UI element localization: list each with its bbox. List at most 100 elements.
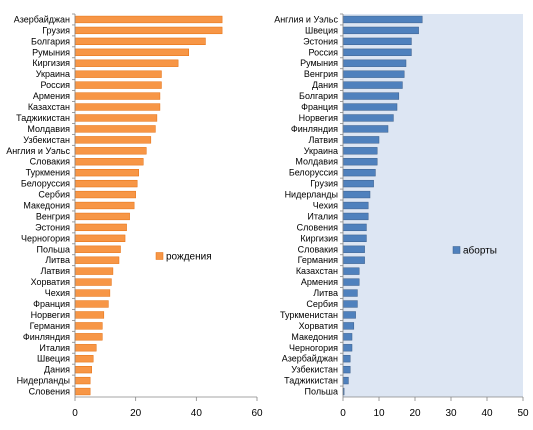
abortions-category-label: Азербайджан	[282, 354, 338, 364]
abortions-category-label: Киргизия	[300, 233, 338, 243]
abortions-x-tick-label: 0	[340, 408, 346, 419]
abortions-category-label: Латвия	[308, 135, 338, 145]
births-bar	[74, 267, 114, 275]
abortions-bar	[342, 256, 365, 264]
births-category-label: Армения	[33, 91, 70, 101]
abortions-category-label: Таджикистан	[284, 376, 338, 386]
abortions-category-label: Дания	[312, 80, 338, 90]
births-bar	[74, 212, 130, 221]
births-category-label: Македония	[23, 201, 70, 211]
births-bar	[74, 344, 97, 352]
abortions-category-label: Венгрия	[304, 69, 338, 79]
abortions-category-label: Румыния	[300, 58, 338, 68]
births-category-label: Финляндия	[23, 332, 70, 342]
abortions-bar	[342, 114, 394, 122]
abortions-bar	[342, 48, 412, 56]
abortions-bar	[342, 81, 403, 89]
births-bar	[74, 70, 162, 78]
births-x-tick-label: 60	[251, 408, 263, 419]
abortions-legend-swatch	[452, 246, 461, 254]
abortions-bar	[342, 223, 367, 232]
births-category-label: Латвия	[40, 266, 70, 276]
births-category-label: Черногория	[21, 233, 70, 243]
abortions-category-label: Швеция	[305, 25, 338, 35]
births-category-label: Дания	[44, 365, 70, 375]
abortions-bar	[342, 212, 369, 221]
abortions-category-label: Россия	[308, 47, 338, 57]
abortions-category-label: Словакия	[298, 244, 339, 254]
births-category-label: Польша	[37, 244, 70, 254]
abortions-category-label: Белоруссия	[289, 168, 338, 178]
abortions-bar	[342, 26, 419, 35]
births-bar	[74, 190, 136, 199]
abortions-bar	[342, 37, 412, 45]
abortions-category-label: Туркменистан	[280, 310, 338, 320]
abortions-category-label: Норвегия	[299, 113, 339, 123]
births-bar	[74, 201, 135, 210]
abortions-category-label: Чехия	[313, 201, 338, 211]
abortions-category-label: Болгария	[299, 91, 338, 101]
births-category-label: Узбекистан	[23, 135, 70, 145]
births-category-label: Россия	[40, 80, 70, 90]
births-category-label: Словения	[29, 387, 71, 397]
births-category-label: Киргизия	[32, 58, 70, 68]
births-category-label: Франция	[33, 299, 70, 309]
abortions-bar	[342, 234, 367, 242]
births-category-label: Швеция	[37, 354, 70, 364]
abortions-category-label: Хорватия	[299, 321, 339, 331]
births-bar	[74, 37, 206, 45]
births-bar	[74, 322, 103, 330]
births-bar	[74, 278, 112, 286]
abortions-bar	[342, 245, 365, 253]
chart-births: АзербайджанГрузияБолгарияРумынияКиргизия…	[6, 13, 263, 419]
births-category-label: Сербия	[38, 190, 70, 200]
births-bar	[74, 147, 147, 155]
births-x-tick-label: 20	[130, 408, 142, 419]
births-legend-label: рождения	[166, 252, 212, 263]
abortions-category-label: Словения	[297, 222, 339, 232]
abortions-bar	[342, 92, 400, 100]
abortions-x-tick-label: 40	[481, 408, 493, 419]
births-bar	[74, 223, 127, 232]
births-bar	[74, 311, 105, 319]
abortions-bar	[342, 355, 351, 363]
births-category-label: Словакия	[30, 157, 71, 167]
births-bar	[74, 256, 120, 264]
abortions-category-label: Польша	[305, 387, 338, 397]
abortions-bar	[342, 267, 360, 275]
abortions-category-label: Италия	[307, 211, 338, 221]
abortions-bar	[342, 322, 355, 330]
abortions-bar	[342, 59, 407, 67]
births-category-label: Чехия	[45, 288, 70, 298]
births-bar	[74, 179, 138, 188]
births-category-label: Норвегия	[31, 310, 71, 320]
abortions-bar	[342, 311, 356, 319]
births-bar	[74, 136, 152, 144]
abortions-category-label: Черногория	[289, 343, 338, 353]
abortions-bar	[342, 125, 389, 133]
abortions-category-label: Эстония	[303, 36, 338, 46]
births-bar	[74, 114, 158, 122]
births-category-label: Казахстан	[28, 102, 70, 112]
births-bar	[74, 125, 156, 133]
abortions-category-label: Грузия	[310, 179, 338, 189]
births-bar	[74, 59, 179, 67]
births-category-label: Туркмения	[26, 168, 71, 178]
abortions-category-label: Узбекистан	[291, 365, 338, 375]
births-category-label: Украина	[36, 69, 70, 79]
births-bar	[74, 366, 92, 374]
abortions-bar	[342, 158, 378, 166]
abortions-bar	[342, 103, 398, 111]
abortions-category-label: Сербия	[306, 299, 338, 309]
births-category-label: Румыния	[32, 47, 70, 57]
abortions-bar	[342, 136, 380, 144]
abortions-category-label: Македония	[291, 332, 338, 342]
abortions-category-label: Германия	[298, 255, 338, 265]
abortions-bar	[342, 201, 369, 210]
abortions-bar	[342, 70, 405, 78]
abortions-legend-label: аборты	[463, 245, 497, 257]
abortions-x-tick-label: 10	[373, 408, 385, 419]
births-category-label: Белоруссия	[21, 179, 70, 189]
births-x-tick-label: 40	[191, 408, 203, 419]
